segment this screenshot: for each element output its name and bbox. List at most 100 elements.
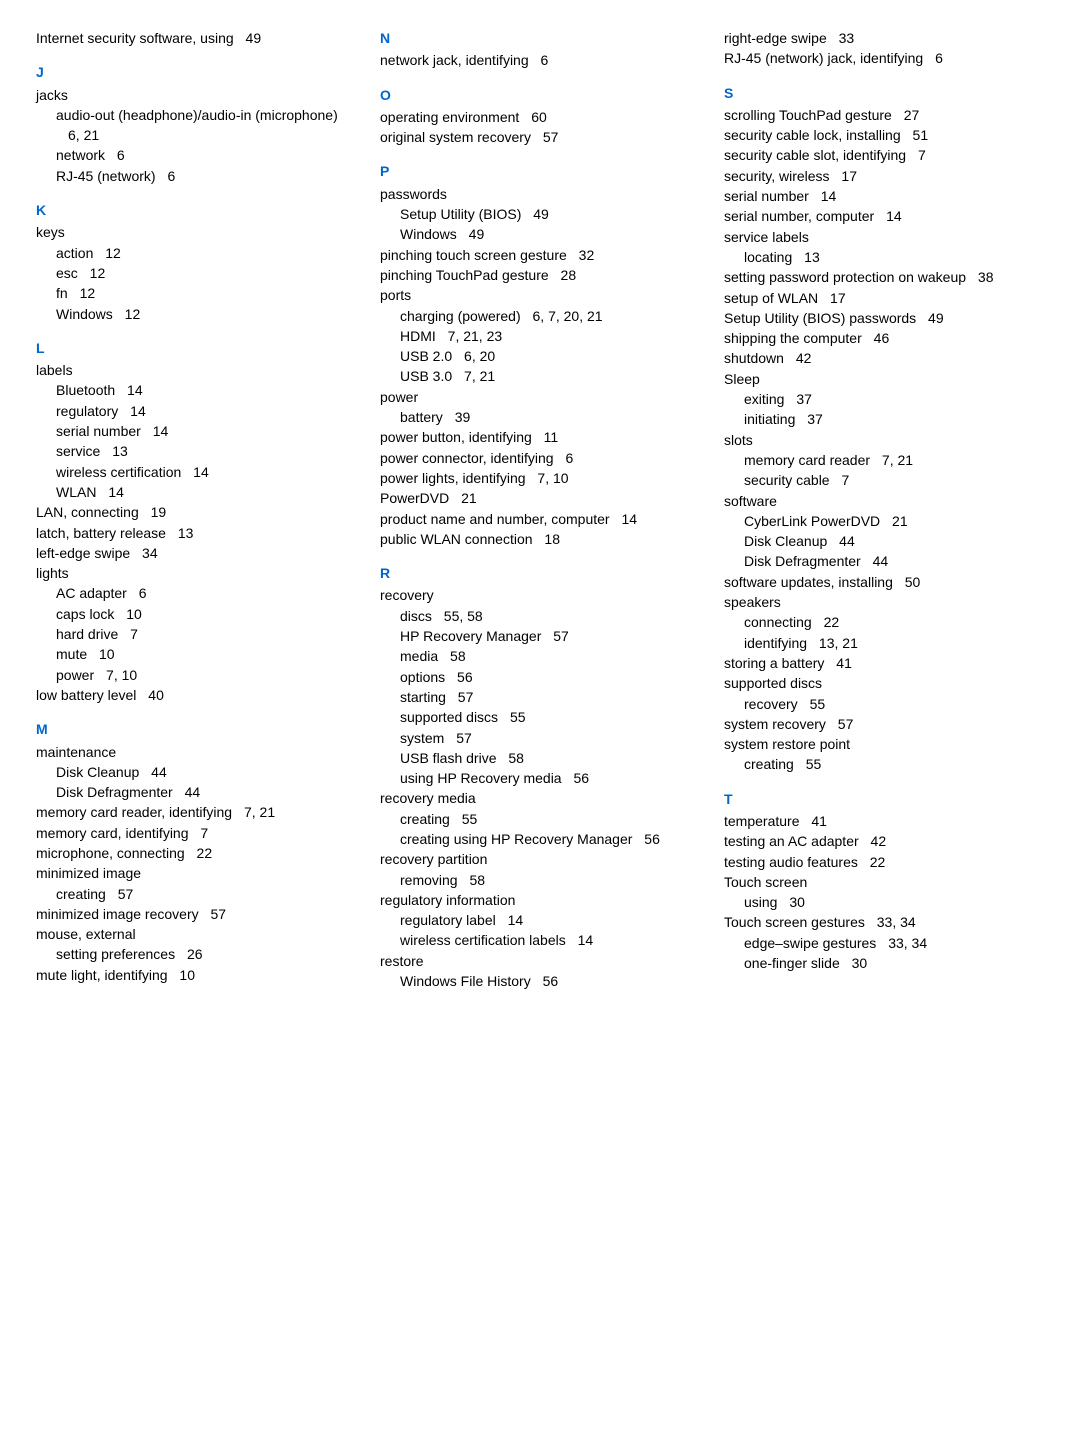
entry-pages[interactable]: 50 <box>901 574 920 590</box>
entry-pages[interactable]: 42 <box>867 833 886 849</box>
entry-pages[interactable]: 10 <box>95 646 114 662</box>
entry-pages[interactable]: 38 <box>974 269 993 285</box>
entry-pages[interactable]: 57 <box>454 689 473 705</box>
entry-pages[interactable]: 57 <box>539 129 558 145</box>
entry-pages[interactable]: 32 <box>575 247 594 263</box>
entry-pages[interactable]: 57 <box>452 730 471 746</box>
entry-pages[interactable]: 14 <box>618 511 637 527</box>
entry-pages[interactable]: 56 <box>453 669 472 685</box>
entry-pages[interactable]: 13 <box>174 525 193 541</box>
entry-pages[interactable]: 60 <box>527 109 546 125</box>
entry-pages[interactable]: 14 <box>504 912 523 928</box>
entry-pages[interactable]: 41 <box>832 655 851 671</box>
entry-pages[interactable]: 7 <box>914 147 926 163</box>
entry-pages[interactable]: 6 <box>164 168 176 184</box>
entry-pages[interactable]: 6, 7, 20, 21 <box>529 308 603 324</box>
entry-pages[interactable]: 51 <box>909 127 928 143</box>
entry-pages[interactable]: 26 <box>183 946 202 962</box>
entry-pages[interactable]: 6 <box>931 50 943 66</box>
entry-pages[interactable]: 14 <box>574 932 593 948</box>
entry-pages[interactable]: 14 <box>189 464 208 480</box>
entry-pages[interactable]: 10 <box>122 606 141 622</box>
entry-pages[interactable]: 49 <box>465 226 484 242</box>
entry-pages[interactable]: 14 <box>882 208 901 224</box>
entry-pages[interactable]: 58 <box>504 750 523 766</box>
entry-pages[interactable]: 44 <box>181 784 200 800</box>
entry-pages[interactable]: 7 <box>197 825 209 841</box>
entry-pages[interactable]: 22 <box>866 854 885 870</box>
entry-pages[interactable]: 7, 21, 23 <box>444 328 502 344</box>
entry-pages[interactable]: 13 <box>800 249 819 265</box>
entry-pages[interactable]: 42 <box>792 350 811 366</box>
entry-pages[interactable]: 21 <box>457 490 476 506</box>
entry-pages[interactable]: 49 <box>242 30 261 46</box>
entry-pages[interactable]: 46 <box>870 330 889 346</box>
entry-pages[interactable]: 13, 21 <box>815 635 858 651</box>
entry-pages[interactable]: 33 <box>835 30 854 46</box>
entry-pages[interactable]: 39 <box>451 409 470 425</box>
entry-pages[interactable]: 57 <box>549 628 568 644</box>
entry-pages[interactable]: 44 <box>147 764 166 780</box>
entry-pages[interactable]: 56 <box>570 770 589 786</box>
entry-pages[interactable]: 6, 20 <box>460 348 495 364</box>
entry-pages[interactable]: 21 <box>888 513 907 529</box>
entry-pages[interactable]: 55 <box>458 811 477 827</box>
entry-pages[interactable]: 14 <box>817 188 836 204</box>
entry-pages[interactable]: 13 <box>108 443 127 459</box>
entry-pages[interactable]: 58 <box>446 648 465 664</box>
entry-pages[interactable]: 22 <box>820 614 839 630</box>
entry-pages[interactable]: 14 <box>126 403 145 419</box>
entry-pages[interactable]: 6 <box>562 450 574 466</box>
entry-pages[interactable]: 55, 58 <box>440 608 483 624</box>
entry-pages[interactable]: 18 <box>541 531 560 547</box>
entry-pages[interactable]: 6 <box>113 147 125 163</box>
entry-pages[interactable]: 57 <box>207 906 226 922</box>
entry-pages[interactable]: 37 <box>792 391 811 407</box>
entry-pages[interactable]: 30 <box>785 894 804 910</box>
entry-pages[interactable]: 28 <box>557 267 576 283</box>
entry-pages[interactable]: 6 <box>135 585 147 601</box>
entry-pages[interactable]: 33, 34 <box>873 914 916 930</box>
entry-pages[interactable]: 34 <box>138 545 157 561</box>
entry-pages[interactable]: 12 <box>101 245 120 261</box>
entry-pages[interactable]: 57 <box>834 716 853 732</box>
entry-pages[interactable]: 27 <box>900 107 919 123</box>
entry-pages[interactable]: 14 <box>149 423 168 439</box>
entry-pages[interactable]: 7, 10 <box>534 470 569 486</box>
entry-pages[interactable]: 19 <box>147 504 166 520</box>
entry-pages[interactable]: 55 <box>802 756 821 772</box>
entry-pages[interactable]: 12 <box>121 306 140 322</box>
entry-pages[interactable]: 12 <box>76 285 95 301</box>
entry-pages[interactable]: 41 <box>807 813 826 829</box>
entry-pages[interactable]: 17 <box>838 168 857 184</box>
entry-pages[interactable]: 37 <box>803 411 822 427</box>
entry-pages[interactable]: 30 <box>848 955 867 971</box>
entry-pages[interactable]: 7, 21 <box>240 804 275 820</box>
entry-pages[interactable]: 22 <box>193 845 212 861</box>
entry-pages[interactable]: 6 <box>537 52 549 68</box>
entry-pages[interactable]: 55 <box>506 709 525 725</box>
entry-pages[interactable]: 7 <box>126 626 138 642</box>
entry-pages[interactable]: 7, 10 <box>102 667 137 683</box>
entry-pages[interactable]: 7, 21 <box>878 452 913 468</box>
entry-pages[interactable]: 12 <box>86 265 105 281</box>
entry-pages[interactable]: 10 <box>176 967 195 983</box>
entry-pages[interactable]: 49 <box>529 206 548 222</box>
entry-pages[interactable]: 57 <box>114 886 133 902</box>
entry-pages[interactable]: 7 <box>838 472 850 488</box>
entry-pages[interactable]: 14 <box>104 484 123 500</box>
entry-pages[interactable]: 33, 34 <box>884 935 927 951</box>
entry-pages[interactable]: 7, 21 <box>460 368 495 384</box>
entry-pages[interactable]: 17 <box>826 290 845 306</box>
entry-pages[interactable]: 11 <box>540 429 558 445</box>
entry-pages[interactable]: 40 <box>144 687 163 703</box>
entry-pages[interactable]: 56 <box>539 973 558 989</box>
entry-pages[interactable]: 49 <box>924 310 943 326</box>
entry-pages[interactable]: 44 <box>869 553 888 569</box>
entry-pages[interactable]: 6, 21 <box>68 127 99 143</box>
entry-pages[interactable]: 58 <box>466 872 485 888</box>
entry-pages[interactable]: 44 <box>835 533 854 549</box>
entry-pages[interactable]: 56 <box>640 831 659 847</box>
entry-pages[interactable]: 14 <box>123 382 142 398</box>
entry-pages[interactable]: 55 <box>806 696 825 712</box>
